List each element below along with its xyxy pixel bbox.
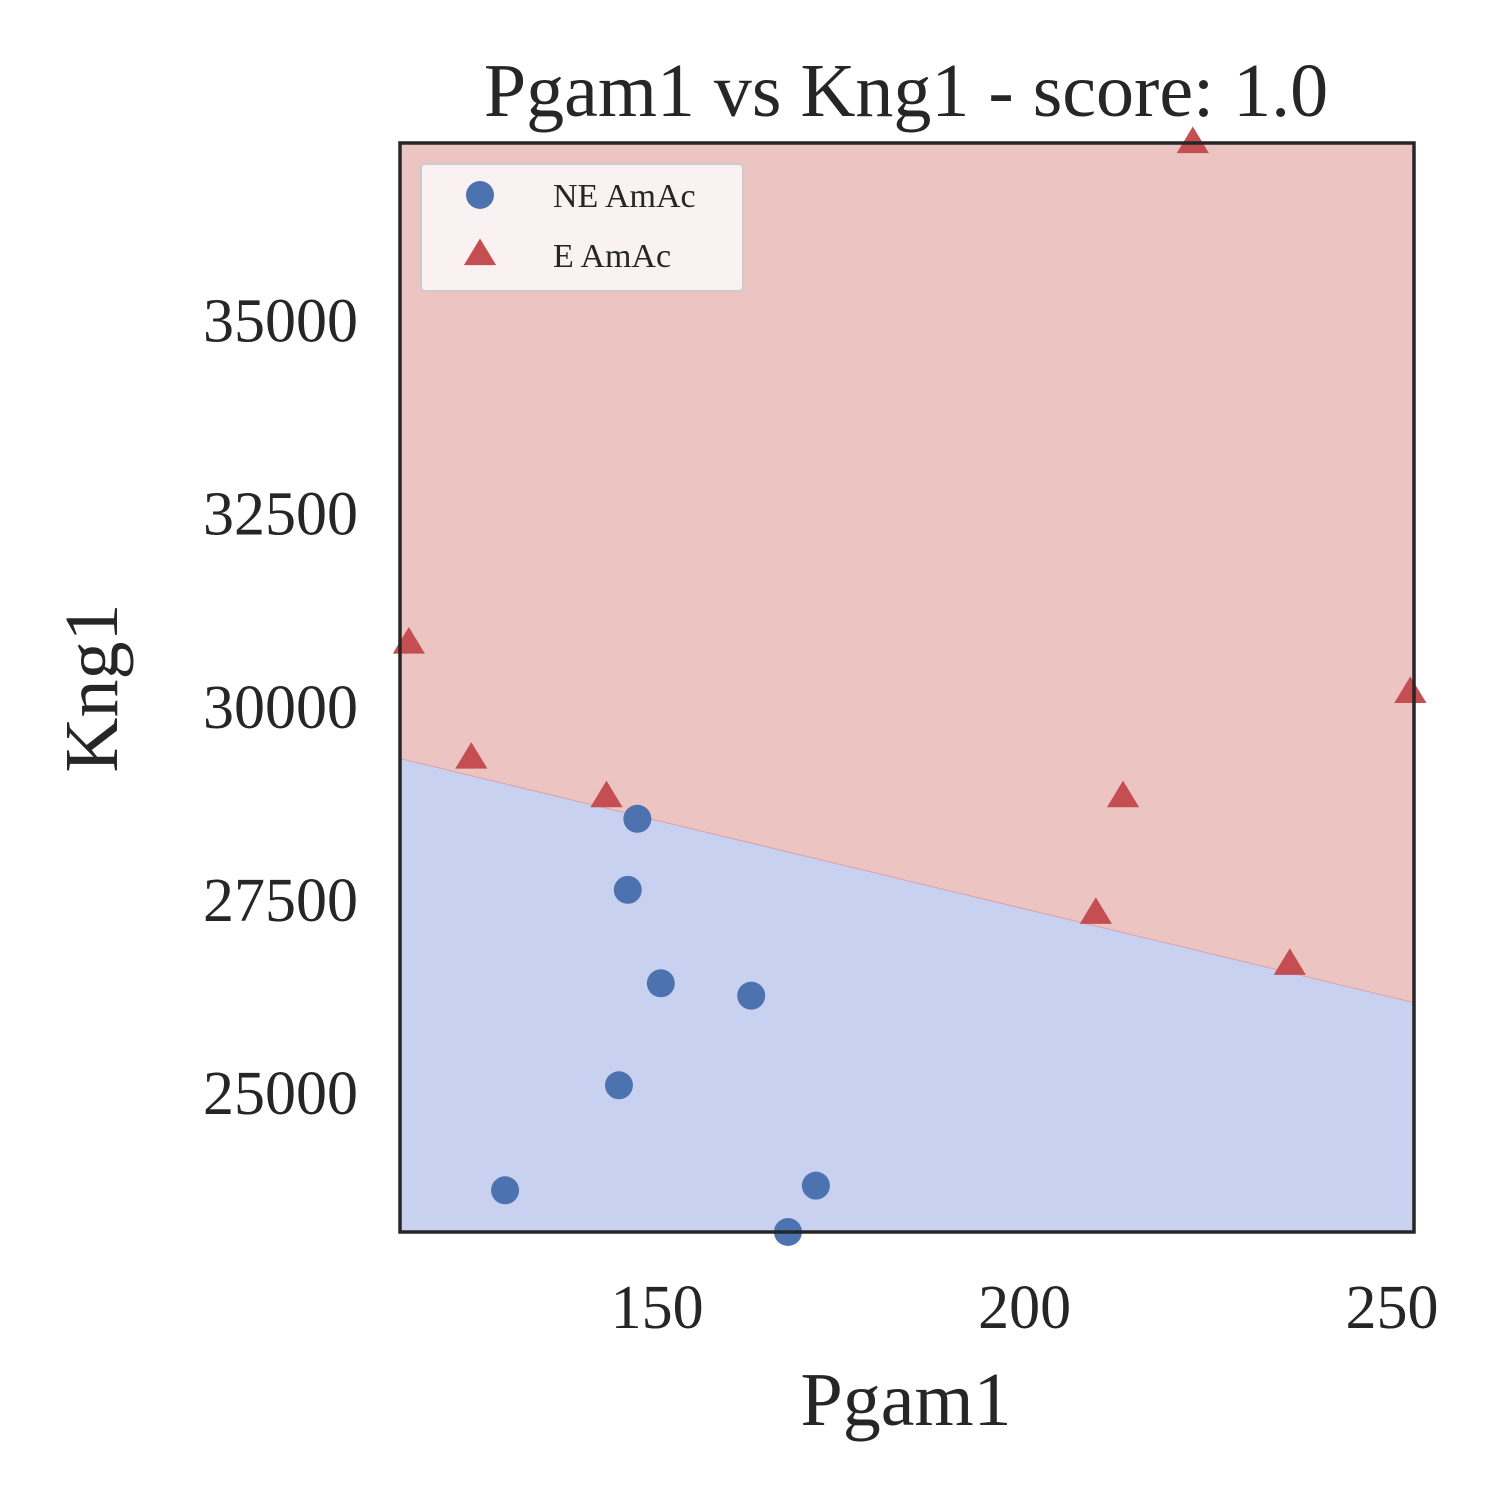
chart-title: Pgam1 vs Kng1 - score: 1.0 — [484, 49, 1328, 133]
plot-frame — [398, 141, 1416, 1234]
legend-label: E AmAc — [553, 238, 671, 275]
data-point-circle — [613, 875, 642, 904]
y-axis-ticks: 25000 27500 30000 32500 35000 — [203, 288, 358, 1128]
data-point-circle — [604, 1071, 633, 1100]
region-ne-amac — [400, 758, 1414, 1232]
data-point-triangle — [1394, 676, 1427, 704]
decision-regions — [400, 143, 1414, 1232]
boundary-line — [400, 758, 1414, 1004]
data-point-triangle — [455, 742, 488, 769]
region-e-amac — [400, 143, 1414, 1003]
series-e-amac — [392, 126, 1427, 975]
data-point-triangle — [1079, 897, 1112, 924]
y-tick-label: 30000 — [203, 674, 358, 742]
data-point-circle — [737, 981, 766, 1010]
data-point-circle — [491, 1176, 520, 1205]
x-tick-label: 200 — [978, 1274, 1071, 1342]
y-axis-label: Kng1 — [50, 604, 134, 773]
y-tick-label: 27500 — [203, 867, 358, 935]
data-point-triangle — [1273, 948, 1306, 975]
x-tick-label: 150 — [611, 1274, 704, 1342]
data-points — [392, 126, 1427, 1246]
data-point-triangle — [1106, 780, 1140, 808]
series-ne-amac — [491, 804, 830, 1246]
x-axis-ticks: 150 200 250 — [611, 1274, 1439, 1342]
data-point-triangle — [590, 780, 623, 808]
legend: NE AmAc E AmAc — [420, 163, 744, 292]
data-point-circle — [623, 804, 652, 833]
data-point-circle — [646, 969, 675, 998]
y-tick-label: 35000 — [203, 288, 358, 356]
x-tick-label: 250 — [1345, 1274, 1438, 1342]
data-point-circle — [801, 1171, 830, 1200]
legend-triangle-icon — [463, 238, 497, 266]
legend-circle-icon — [466, 181, 494, 209]
data-point-triangle — [1176, 126, 1209, 154]
y-tick-label: 25000 — [203, 1060, 358, 1128]
legend-label: NE AmAc — [553, 178, 696, 215]
legend-box — [420, 163, 744, 292]
x-axis-label: Pgam1 — [800, 1358, 1011, 1442]
y-tick-label: 32500 — [203, 481, 358, 549]
